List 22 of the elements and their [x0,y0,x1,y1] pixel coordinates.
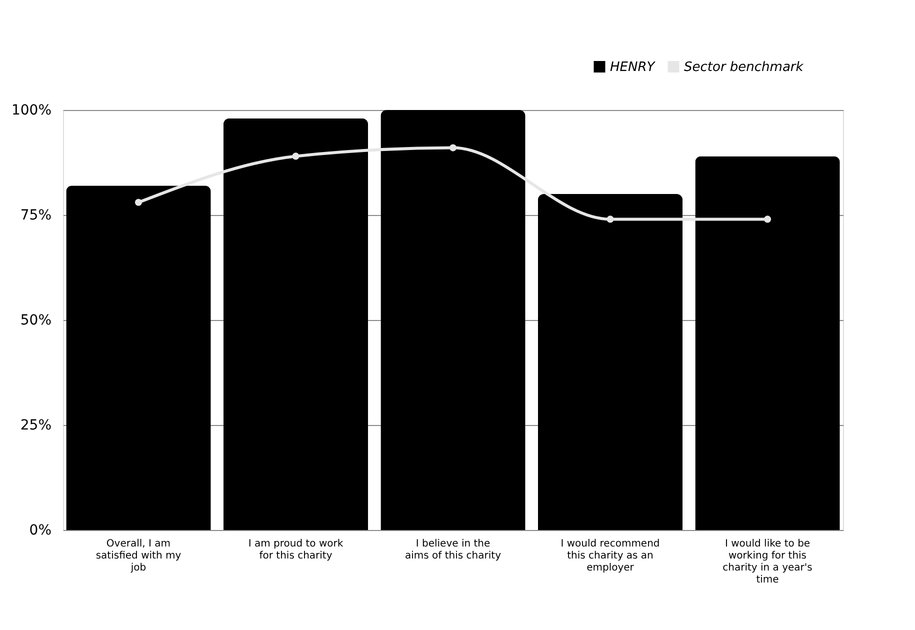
bar [538,194,683,530]
bar [695,156,840,530]
bar [223,118,368,530]
x-tick-label: I am proud to work for this charity [248,538,344,562]
y-tick-label: 25% [20,418,52,434]
bar [66,186,211,530]
y-tick-label: 50% [20,312,52,328]
point [134,198,142,206]
x-tick-label: I would like to be working for this charity in a year's time [722,538,812,586]
point [292,152,300,160]
bar [380,110,526,530]
y-tick-label: 100% [11,102,52,118]
point [764,216,772,223]
point [606,216,614,223]
legend-label: Sector benchmark [684,60,804,75]
x-tick-label: I believe in the aims of this charity [405,538,502,562]
y-tick-label: 0% [29,522,52,538]
y-tick-label: 75% [20,208,52,224]
point [449,144,457,152]
legend-label: HENRY [610,60,656,75]
x-tick-label: I would recommend this charity as an employer [560,538,660,574]
x-tick-label: Overall, I am satisfied with my job [96,538,182,574]
